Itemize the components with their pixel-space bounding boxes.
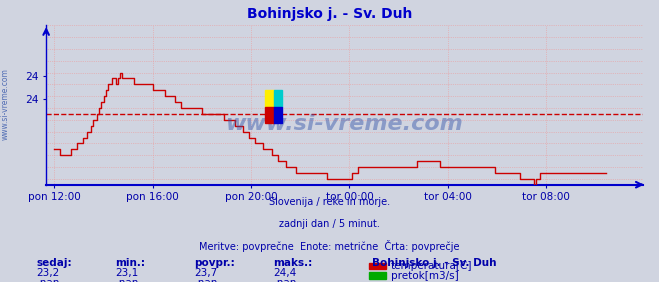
Text: temperatura[C]: temperatura[C]	[391, 261, 473, 271]
Text: www.si-vreme.com: www.si-vreme.com	[225, 114, 463, 134]
Text: 23,7: 23,7	[194, 268, 217, 278]
Bar	[266, 90, 273, 107]
Text: Meritve: povprečne  Enote: metrične  Črta: povprečje: Meritve: povprečne Enote: metrične Črta:…	[199, 240, 460, 252]
Bar	[266, 107, 273, 123]
Text: povpr.:: povpr.:	[194, 258, 235, 268]
Text: pretok[m3/s]: pretok[m3/s]	[391, 270, 459, 281]
Text: www.si-vreme.com: www.si-vreme.com	[1, 69, 10, 140]
Text: -nan: -nan	[36, 278, 59, 282]
Text: -nan: -nan	[194, 278, 217, 282]
Text: 23,2: 23,2	[36, 268, 59, 278]
Text: maks.:: maks.:	[273, 258, 313, 268]
Text: -nan: -nan	[273, 278, 297, 282]
Bar	[273, 107, 282, 123]
Text: Bohinjsko j. - Sv. Duh: Bohinjsko j. - Sv. Duh	[247, 7, 412, 21]
Bar	[273, 90, 282, 107]
Text: Slovenija / reke in morje.: Slovenija / reke in morje.	[269, 197, 390, 207]
Text: -nan: -nan	[115, 278, 138, 282]
Text: sedaj:: sedaj:	[36, 258, 72, 268]
Text: Bohinjsko j. - Sv. Duh: Bohinjsko j. - Sv. Duh	[372, 258, 497, 268]
Text: min.:: min.:	[115, 258, 146, 268]
Text: 23,1: 23,1	[115, 268, 138, 278]
Text: 24,4: 24,4	[273, 268, 297, 278]
Text: zadnji dan / 5 minut.: zadnji dan / 5 minut.	[279, 219, 380, 228]
